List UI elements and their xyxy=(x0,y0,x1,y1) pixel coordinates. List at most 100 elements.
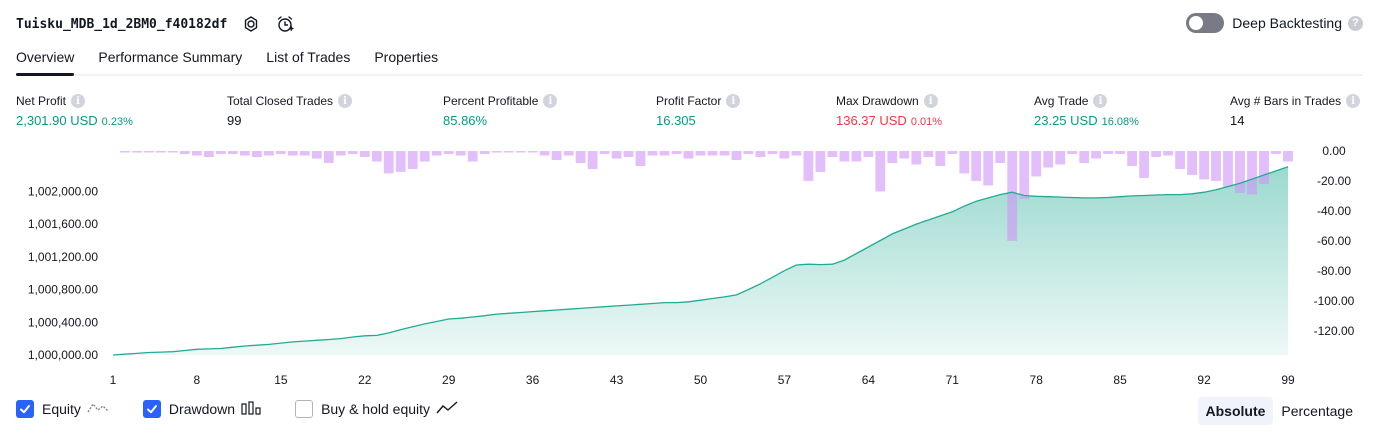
drawdown-bar xyxy=(144,151,154,153)
drawdown-bar xyxy=(347,151,358,154)
stat-label: Avg Trade xyxy=(1034,94,1089,108)
drawdown-bar xyxy=(623,151,634,157)
drawdown-bar xyxy=(815,151,826,172)
equity-line xyxy=(112,166,1289,356)
info-icon[interactable]: i xyxy=(338,94,353,108)
help-icon[interactable]: ? xyxy=(1348,15,1363,31)
drawdown-bar xyxy=(551,151,562,160)
drawdown-bar xyxy=(1127,151,1137,166)
stat-value: 99 xyxy=(227,113,242,128)
drawdown-bar xyxy=(515,151,526,153)
equity-checkbox[interactable]: Equity xyxy=(16,400,109,418)
info-icon[interactable]: i xyxy=(726,94,741,108)
drawdown-bar xyxy=(1235,151,1245,193)
deep-backtesting-toggle[interactable] xyxy=(1186,13,1225,33)
y-left-tick-label: 1,002,000.00 xyxy=(28,184,98,198)
buy-hold-checkbox[interactable]: Buy & hold equity xyxy=(295,400,458,418)
drawdown-bar xyxy=(264,151,274,156)
drawdown-bar xyxy=(479,151,490,154)
x-tick-label: 57 xyxy=(778,373,792,387)
stat-max-drawdown: Max Drawdown i 136.37 USD 0.01% xyxy=(836,93,942,128)
drawdown-bar xyxy=(611,151,622,159)
stat-total-closed-trades: Total Closed Trades i 99 xyxy=(227,93,353,128)
drawdown-bar xyxy=(168,151,178,153)
info-icon[interactable]: i xyxy=(923,94,938,108)
drawdown-bar xyxy=(659,151,670,156)
drawdown-bar xyxy=(240,151,250,156)
drawdown-bar xyxy=(959,151,970,174)
drawdown-bar xyxy=(971,151,982,181)
drawdown-bar xyxy=(731,151,742,160)
drawdown-bar xyxy=(755,151,766,157)
buy-hold-line-icon xyxy=(436,400,458,418)
drawdown-bar xyxy=(1223,151,1233,187)
info-icon[interactable]: i xyxy=(1346,94,1361,108)
stat-label: Total Closed Trades xyxy=(227,94,334,108)
tab-properties[interactable]: Properties xyxy=(374,49,439,65)
percentage-button[interactable]: Percentage xyxy=(1281,403,1353,419)
x-tick-label: 15 xyxy=(274,373,288,387)
info-icon[interactable]: i xyxy=(71,94,86,108)
drawdown-bar xyxy=(287,151,298,156)
drawdown-bar xyxy=(431,151,442,156)
stat-percent: 0.23% xyxy=(101,116,133,128)
drawdown-bar xyxy=(587,151,598,169)
drawdown-bar xyxy=(419,151,430,162)
absolute-button[interactable]: Absolute xyxy=(1197,397,1274,425)
drawdown-bar xyxy=(923,151,934,157)
drawdown-bar xyxy=(563,151,574,156)
drawdown-bar xyxy=(671,151,682,154)
checkbox-checked-icon[interactable] xyxy=(16,400,34,418)
drawdown-bar xyxy=(647,151,658,156)
tab-list-of-trades[interactable]: List of Trades xyxy=(266,49,351,65)
drawdown-bar xyxy=(707,151,718,156)
checkbox-unchecked-icon[interactable] xyxy=(295,400,314,418)
y-right-tick-label: -120.00 xyxy=(1314,324,1355,338)
y-left-tick-label: 1,000,000.00 xyxy=(28,348,98,362)
drawdown-bar xyxy=(156,151,166,153)
drawdown-bar xyxy=(527,151,538,153)
y-right-tick-label: -100.00 xyxy=(1314,294,1355,308)
drawdown-bar xyxy=(791,151,802,156)
x-tick-label: 43 xyxy=(610,373,624,387)
settings-icon[interactable] xyxy=(241,14,261,34)
info-icon[interactable]: i xyxy=(1093,94,1108,108)
x-tick-label: 50 xyxy=(694,373,708,387)
drawdown-bar xyxy=(503,151,514,153)
y-right-tick-label: -60.00 xyxy=(1317,234,1351,248)
drawdown-bar xyxy=(383,151,394,174)
drawdown-bar xyxy=(299,151,310,156)
stat-label: Profit Factor xyxy=(656,94,722,108)
stat-value: 14 xyxy=(1230,113,1245,128)
drawdown-bar xyxy=(275,151,286,154)
drawdown-checkbox[interactable]: Drawdown xyxy=(142,400,261,418)
y-right-tick-label: -20.00 xyxy=(1317,174,1351,188)
drawdown-bar xyxy=(323,151,334,163)
stat-label: Net Profit xyxy=(16,94,67,108)
drawdown-bar xyxy=(683,151,694,159)
add-alert-icon[interactable] xyxy=(275,14,295,34)
drawdown-bar xyxy=(1079,151,1090,163)
x-tick-label: 64 xyxy=(862,373,876,387)
report-header: Tuisku_MDB_1d_2BM0_f40182df xyxy=(16,12,295,36)
chart-legend: Equity Drawdown Buy & hold equity xyxy=(16,400,492,418)
drawdown-bar xyxy=(120,151,130,153)
x-tick-label: 71 xyxy=(946,373,960,387)
checkbox-checked-icon[interactable] xyxy=(142,400,161,418)
tab-overview[interactable]: Overview xyxy=(16,46,75,76)
x-tick-label: 92 xyxy=(1197,373,1211,387)
drawdown-bar xyxy=(599,151,610,154)
equity-label: Equity xyxy=(42,401,81,417)
drawdown-bar xyxy=(311,151,322,159)
x-tick-label: 36 xyxy=(526,373,540,387)
x-tick-label: 29 xyxy=(442,373,456,387)
drawdown-bar xyxy=(635,151,646,166)
stat-value: 16.305 xyxy=(656,113,696,128)
tab-performance-summary[interactable]: Performance Summary xyxy=(98,49,243,65)
info-icon[interactable]: i xyxy=(543,94,558,108)
x-tick-label: 8 xyxy=(194,373,201,387)
stat-avg-trade: Avg Trade i 23.25 USD 16.08% xyxy=(1034,93,1139,128)
stat-percent-profitable: Percent Profitable i 85.86% xyxy=(443,93,558,128)
y-left-tick-label: 1,000,400.00 xyxy=(28,315,98,329)
stat-value: 23.25 USD xyxy=(1034,113,1098,128)
